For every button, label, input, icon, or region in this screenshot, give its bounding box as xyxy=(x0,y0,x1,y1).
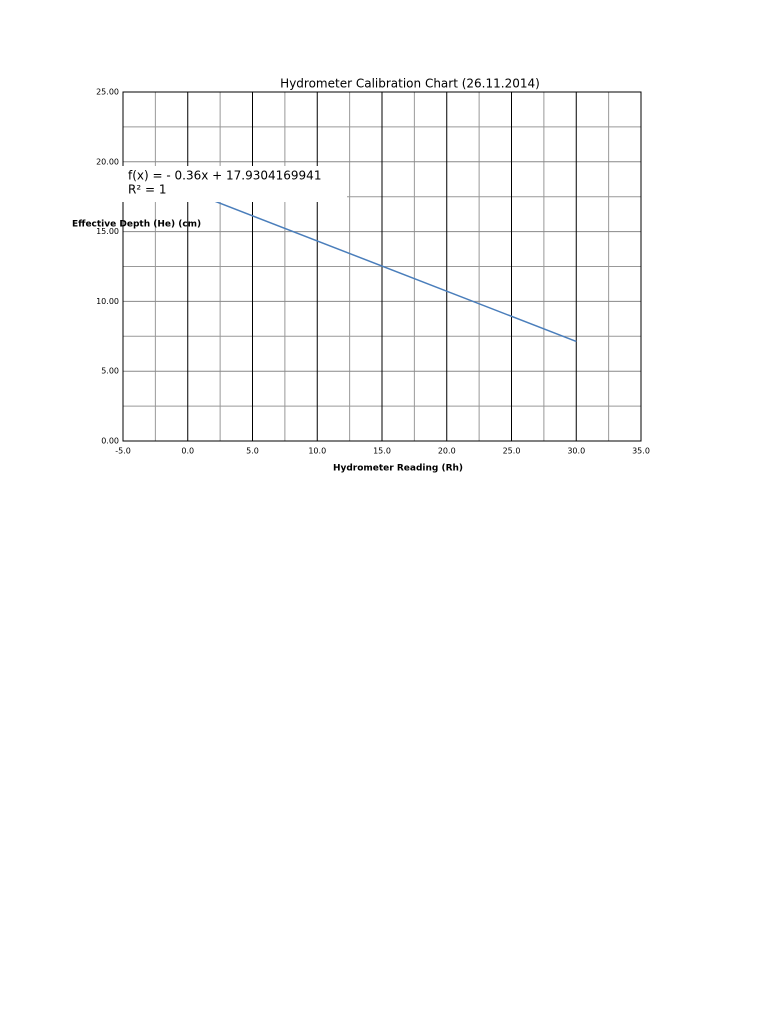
y-tick-label: 20.00 xyxy=(96,157,119,166)
y-tick-label: 15.00 xyxy=(96,227,119,236)
y-tick-label: 0.00 xyxy=(101,437,119,446)
x-tick-label: -5.0 xyxy=(115,447,131,456)
x-axis-label: Hydrometer Reading (Rh) xyxy=(333,464,463,474)
plot xyxy=(187,189,577,343)
x-tick-label: 35.0 xyxy=(632,447,650,456)
x-tick-label: 30.0 xyxy=(567,447,585,456)
y-tick-label: 25.00 xyxy=(96,88,119,97)
chart-title: Hydrometer Calibration Chart (26.11.2014… xyxy=(280,77,540,91)
plot-frame xyxy=(122,91,642,442)
y-tick-label: 5.00 xyxy=(101,367,119,376)
y-axis-label: Effective Depth (He) (cm) xyxy=(72,220,201,230)
x-tick-label: 10.0 xyxy=(308,447,326,456)
x-tick-label: 15.0 xyxy=(373,447,391,456)
r-squared: R² = 1 xyxy=(128,183,166,197)
annotation-box xyxy=(121,166,347,202)
y-tick-label: 10.00 xyxy=(96,297,119,306)
x-tick-label: 20.0 xyxy=(438,447,456,456)
x-tick-label: 25.0 xyxy=(503,447,521,456)
x-tick-label: 0.0 xyxy=(181,447,194,456)
x-tick-label: 5.0 xyxy=(246,447,259,456)
series-line xyxy=(187,189,577,343)
trendline-equation: f(x) = - 0.36x + 17.9304169941 xyxy=(128,169,321,183)
